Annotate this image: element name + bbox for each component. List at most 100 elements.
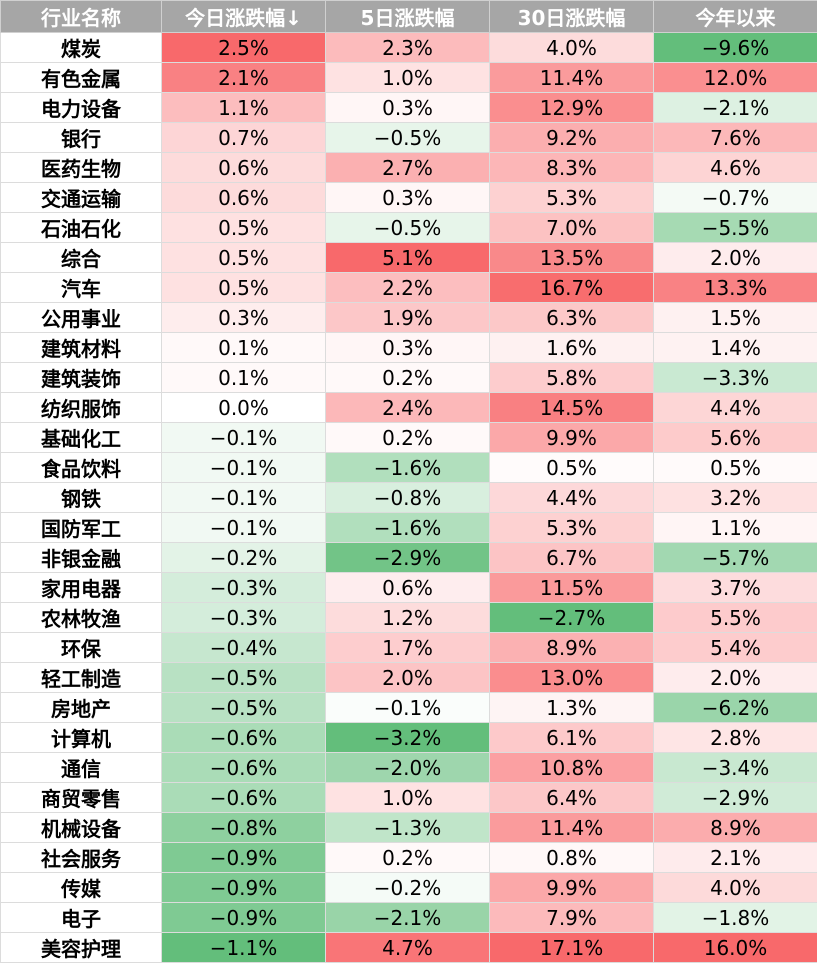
today-change-cell: −0.1% [162,513,326,543]
today-change-cell: −0.3% [162,603,326,633]
30day-change-cell: 8.9% [490,633,654,663]
table-row: 通信−0.6%−2.0%10.8%−3.4% [1,753,817,783]
5day-change-cell: 1.9% [326,303,490,333]
ytd-change-cell: 16.0% [654,933,817,963]
ytd-change-cell: −1.8% [654,903,817,933]
header-5day-change[interactable]: 5日涨跌幅 [326,1,490,33]
industry-name-cell: 建筑材料 [1,333,162,363]
today-change-cell: −0.1% [162,483,326,513]
ytd-change-cell: 4.6% [654,153,817,183]
today-change-cell: −0.9% [162,903,326,933]
industry-name-cell: 食品饮料 [1,453,162,483]
5day-change-cell: −0.5% [326,213,490,243]
today-change-cell: 0.5% [162,273,326,303]
30day-change-cell: 0.8% [490,843,654,873]
30day-change-cell: 11.4% [490,63,654,93]
30day-change-cell: 5.3% [490,183,654,213]
header-industry-name[interactable]: 行业名称 [1,1,162,33]
table-row: 商贸零售−0.6%1.0%6.4%−2.9% [1,783,817,813]
industry-name-cell: 家用电器 [1,573,162,603]
ytd-change-cell: −5.7% [654,543,817,573]
5day-change-cell: 2.3% [326,33,490,63]
today-change-cell: 0.3% [162,303,326,333]
table-row: 钢铁−0.1%−0.8%4.4%3.2% [1,483,817,513]
industry-name-cell: 石油石化 [1,213,162,243]
5day-change-cell: 2.7% [326,153,490,183]
industry-name-cell: 钢铁 [1,483,162,513]
ytd-change-cell: 3.7% [654,573,817,603]
table-row: 农林牧渔−0.3%1.2%−2.7%5.5% [1,603,817,633]
5day-change-cell: 1.7% [326,633,490,663]
5day-change-cell: −2.0% [326,753,490,783]
30day-change-cell: 5.8% [490,363,654,393]
table-row: 非银金融−0.2%−2.9%6.7%−5.7% [1,543,817,573]
industry-name-cell: 纺织服饰 [1,393,162,423]
industry-name-cell: 传媒 [1,873,162,903]
ytd-change-cell: −2.1% [654,93,817,123]
30day-change-cell: 1.3% [490,693,654,723]
ytd-change-cell: −6.2% [654,693,817,723]
industry-name-cell: 汽车 [1,273,162,303]
ytd-change-cell: −2.9% [654,783,817,813]
industry-name-cell: 轻工制造 [1,663,162,693]
30day-change-cell: 4.4% [490,483,654,513]
table-row: 轻工制造−0.5%2.0%13.0%2.0% [1,663,817,693]
table-row: 家用电器−0.3%0.6%11.5%3.7% [1,573,817,603]
5day-change-cell: 4.7% [326,933,490,963]
header-today-change[interactable]: 今日涨跌幅↓ [162,1,326,33]
table-row: 国防军工−0.1%−1.6%5.3%1.1% [1,513,817,543]
ytd-change-cell: 2.0% [654,663,817,693]
5day-change-cell: 0.2% [326,423,490,453]
30day-change-cell: 12.9% [490,93,654,123]
ytd-change-cell: −5.5% [654,213,817,243]
table-row: 计算机−0.6%−3.2%6.1%2.8% [1,723,817,753]
industry-name-cell: 通信 [1,753,162,783]
5day-change-cell: 0.2% [326,363,490,393]
today-change-cell: −0.8% [162,813,326,843]
ytd-change-cell: 2.0% [654,243,817,273]
industry-name-cell: 煤炭 [1,33,162,63]
5day-change-cell: −2.1% [326,903,490,933]
30day-change-cell: 1.6% [490,333,654,363]
ytd-change-cell: 3.2% [654,483,817,513]
5day-change-cell: 1.0% [326,783,490,813]
today-change-cell: −0.6% [162,783,326,813]
ytd-change-cell: 5.5% [654,603,817,633]
30day-change-cell: 7.9% [490,903,654,933]
30day-change-cell: 14.5% [490,393,654,423]
industry-name-cell: 医药生物 [1,153,162,183]
industry-name-cell: 基础化工 [1,423,162,453]
30day-change-cell: 6.1% [490,723,654,753]
header-30day-change[interactable]: 30日涨跌幅 [490,1,654,33]
ytd-change-cell: 5.4% [654,633,817,663]
today-change-cell: 2.5% [162,33,326,63]
header-ytd-change[interactable]: 今年以来 [654,1,817,33]
5day-change-cell: −1.6% [326,513,490,543]
30day-change-cell: 5.3% [490,513,654,543]
table-row: 传媒−0.9%−0.2%9.9%4.0% [1,873,817,903]
ytd-change-cell: −0.7% [654,183,817,213]
industry-name-cell: 电子 [1,903,162,933]
5day-change-cell: −0.8% [326,483,490,513]
today-change-cell: −0.5% [162,663,326,693]
ytd-change-cell: 12.0% [654,63,817,93]
5day-change-cell: −0.5% [326,123,490,153]
table-row: 社会服务−0.9%0.2%0.8%2.1% [1,843,817,873]
30day-change-cell: 0.5% [490,453,654,483]
industry-name-cell: 社会服务 [1,843,162,873]
today-change-cell: 1.1% [162,93,326,123]
5day-change-cell: −0.1% [326,693,490,723]
industry-name-cell: 电力设备 [1,93,162,123]
30day-change-cell: 17.1% [490,933,654,963]
30day-change-cell: 8.3% [490,153,654,183]
5day-change-cell: −1.3% [326,813,490,843]
30day-change-cell: 16.7% [490,273,654,303]
5day-change-cell: 2.0% [326,663,490,693]
today-change-cell: −0.6% [162,753,326,783]
today-change-cell: 0.1% [162,333,326,363]
